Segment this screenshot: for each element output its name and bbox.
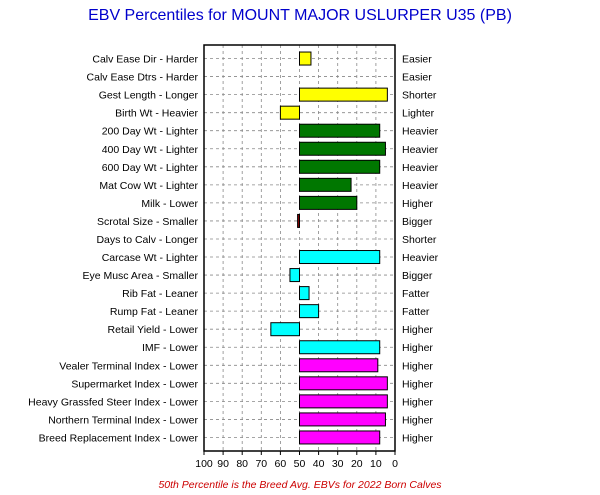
- direction-label: Shorter: [402, 234, 437, 246]
- chart-footnote: 50th Percentile is the Breed Avg. EBVs f…: [158, 479, 442, 491]
- direction-label: Heavier: [402, 144, 439, 156]
- trait-label: Calv Ease Dir - Harder: [92, 54, 198, 66]
- percentile-bar: [299, 340, 381, 355]
- x-tick-label: 10: [370, 458, 382, 470]
- direction-label: Easier: [402, 54, 432, 66]
- direction-label: Higher: [402, 396, 433, 408]
- percentile-bar: [299, 304, 320, 319]
- x-tick-label: 30: [332, 458, 344, 470]
- x-tick-label: 70: [255, 458, 267, 470]
- trait-label: Eye Musc Area - Smaller: [82, 270, 198, 282]
- trait-label: Vealer Terminal Index - Lower: [59, 360, 198, 372]
- trait-label: Heavy Grassfed Steer Index - Lower: [28, 396, 198, 408]
- direction-label: Easier: [402, 72, 432, 84]
- trait-label: Days to Calv - Longer: [96, 234, 198, 246]
- direction-label: Lighter: [402, 108, 435, 120]
- trait-label: Calv Ease Dtrs - Harder: [87, 72, 199, 84]
- percentile-bar: [299, 87, 388, 102]
- trait-label: Northern Terminal Index - Lower: [48, 414, 198, 426]
- percentile-bar: [289, 268, 301, 283]
- trait-label: Gest Length - Longer: [99, 90, 199, 102]
- percentile-bar: [299, 394, 388, 409]
- direction-label: Heavier: [402, 252, 439, 264]
- percentile-bar: [299, 177, 352, 192]
- trait-labels: Calv Ease Dir - Harder Calv Ease Dtrs - H…: [28, 54, 198, 445]
- percentile-bar: [299, 51, 312, 66]
- trait-label: 600 Day Wt - Lighter: [102, 162, 199, 174]
- percentile-bar: [299, 159, 381, 174]
- percentile-bar: [279, 105, 300, 120]
- direction-label: Higher: [402, 342, 433, 354]
- trait-label: Supermarket Index - Lower: [71, 378, 198, 390]
- x-tick-label: 80: [236, 458, 248, 470]
- direction-label: Higher: [402, 378, 433, 390]
- trait-label: 400 Day Wt - Lighter: [102, 144, 199, 156]
- direction-label: Fatter: [402, 306, 430, 318]
- direction-label: Heavier: [402, 126, 439, 138]
- percentile-bar: [299, 141, 386, 156]
- trait-label: Milk - Lower: [141, 198, 198, 210]
- trait-label: 200 Day Wt - Lighter: [102, 126, 199, 138]
- percentile-bar: [299, 412, 386, 427]
- trait-label: Retail Yield - Lower: [108, 324, 199, 336]
- percentile-bar: [299, 286, 310, 301]
- trait-label: Breed Replacement Index - Lower: [39, 432, 199, 444]
- percentile-bar: [299, 250, 381, 265]
- percentile-bar: [299, 376, 388, 391]
- trait-label: IMF - Lower: [142, 342, 199, 354]
- trait-label: Mat Cow Wt - Lighter: [99, 180, 198, 192]
- x-tick-label: 50: [294, 458, 306, 470]
- trait-label: Scrotal Size - Smaller: [97, 216, 198, 228]
- direction-label: Higher: [402, 360, 433, 372]
- x-tick-label: 0: [392, 458, 398, 470]
- trait-label: Carcase Wt - Lighter: [102, 252, 199, 264]
- percentile-bar: [299, 123, 381, 138]
- direction-label: Higher: [402, 414, 433, 426]
- trait-label: Rib Fat - Leaner: [122, 288, 198, 300]
- x-tick-label: 60: [275, 458, 287, 470]
- percentile-bars: [270, 51, 388, 445]
- x-tick-label: 100: [195, 458, 213, 470]
- direction-label: Higher: [402, 324, 433, 336]
- trait-label: Rump Fat - Leaner: [110, 306, 199, 318]
- x-tick-label: 20: [351, 458, 363, 470]
- percentile-bar: [270, 322, 301, 337]
- percentile-bar: [297, 213, 300, 228]
- grid-lines: [204, 45, 395, 451]
- trait-label: Birth Wt - Heavier: [115, 108, 198, 120]
- direction-label: Heavier: [402, 162, 439, 174]
- percentile-bar: [299, 430, 381, 445]
- x-axis-ticks: 100 90 80 70 60 50 40 30 20 10 0: [195, 451, 398, 470]
- x-tick-label: 90: [217, 458, 229, 470]
- direction-label: Bigger: [402, 270, 433, 282]
- chart-title: EBV Percentiles for MOUNT MAJOR USLURPER…: [88, 7, 512, 24]
- direction-labels: Easier Easier Shorter Lighter Heavier Heavier…: [402, 54, 439, 445]
- percentile-bar: [299, 195, 358, 210]
- direction-label: Higher: [402, 432, 433, 444]
- x-tick-label: 40: [313, 458, 325, 470]
- percentile-bar: [299, 358, 379, 373]
- direction-label: Shorter: [402, 90, 437, 102]
- direction-label: Fatter: [402, 288, 430, 300]
- direction-label: Higher: [402, 198, 433, 210]
- direction-label: Bigger: [402, 216, 433, 228]
- direction-label: Heavier: [402, 180, 439, 192]
